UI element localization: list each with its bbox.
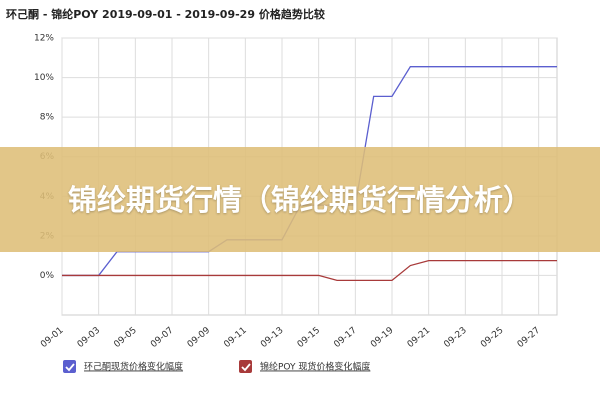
banner-text: 锦纶期货行情（锦纶期货行情分析） <box>67 182 532 217</box>
legend-item[interactable]: 锦纶POY 现货价格变化幅度 <box>239 360 370 373</box>
x-tick-label: 09-27 <box>516 326 542 350</box>
legend-checkbox[interactable] <box>63 360 76 373</box>
x-tick-label: 09-23 <box>442 326 468 350</box>
legend-item[interactable]: 环己酮现货价格变化幅度 <box>63 360 183 373</box>
series-line <box>62 259 557 282</box>
y-tick-label: 0% <box>40 271 55 281</box>
x-tick-label: 09-13 <box>259 326 285 350</box>
x-tick-label: 09-21 <box>406 326 432 350</box>
chart-title: 环己酮 - 锦纶POY 2019-09-01 - 2019-09-29 价格趋势… <box>6 7 325 21</box>
x-tick-label: 09-03 <box>76 326 102 350</box>
legend-label: 环己酮现货价格变化幅度 <box>84 361 183 373</box>
x-tick-label: 09-07 <box>149 326 175 350</box>
legend-label: 锦纶POY 现货价格变化幅度 <box>260 361 370 373</box>
legend-checkbox[interactable] <box>239 360 252 373</box>
x-tick-label: 09-25 <box>479 326 505 350</box>
x-tick-label: 09-11 <box>222 326 248 350</box>
legend-check <box>241 363 251 372</box>
legend-check <box>65 363 75 372</box>
x-tick-label: 09-05 <box>112 326 138 350</box>
y-tick-label: 8% <box>40 113 55 123</box>
x-tick-label: 09-01 <box>39 326 65 350</box>
banner: 锦纶期货行情（锦纶期货行情分析） <box>0 147 600 252</box>
x-tick-label: 09-15 <box>296 326 322 350</box>
x-tick-label: 09-17 <box>332 326 358 350</box>
y-tick-label: 10% <box>34 73 54 83</box>
y-tick-label: 12% <box>34 34 54 44</box>
x-tick-label: 09-19 <box>369 325 396 350</box>
x-tick-label: 09-09 <box>186 325 213 350</box>
